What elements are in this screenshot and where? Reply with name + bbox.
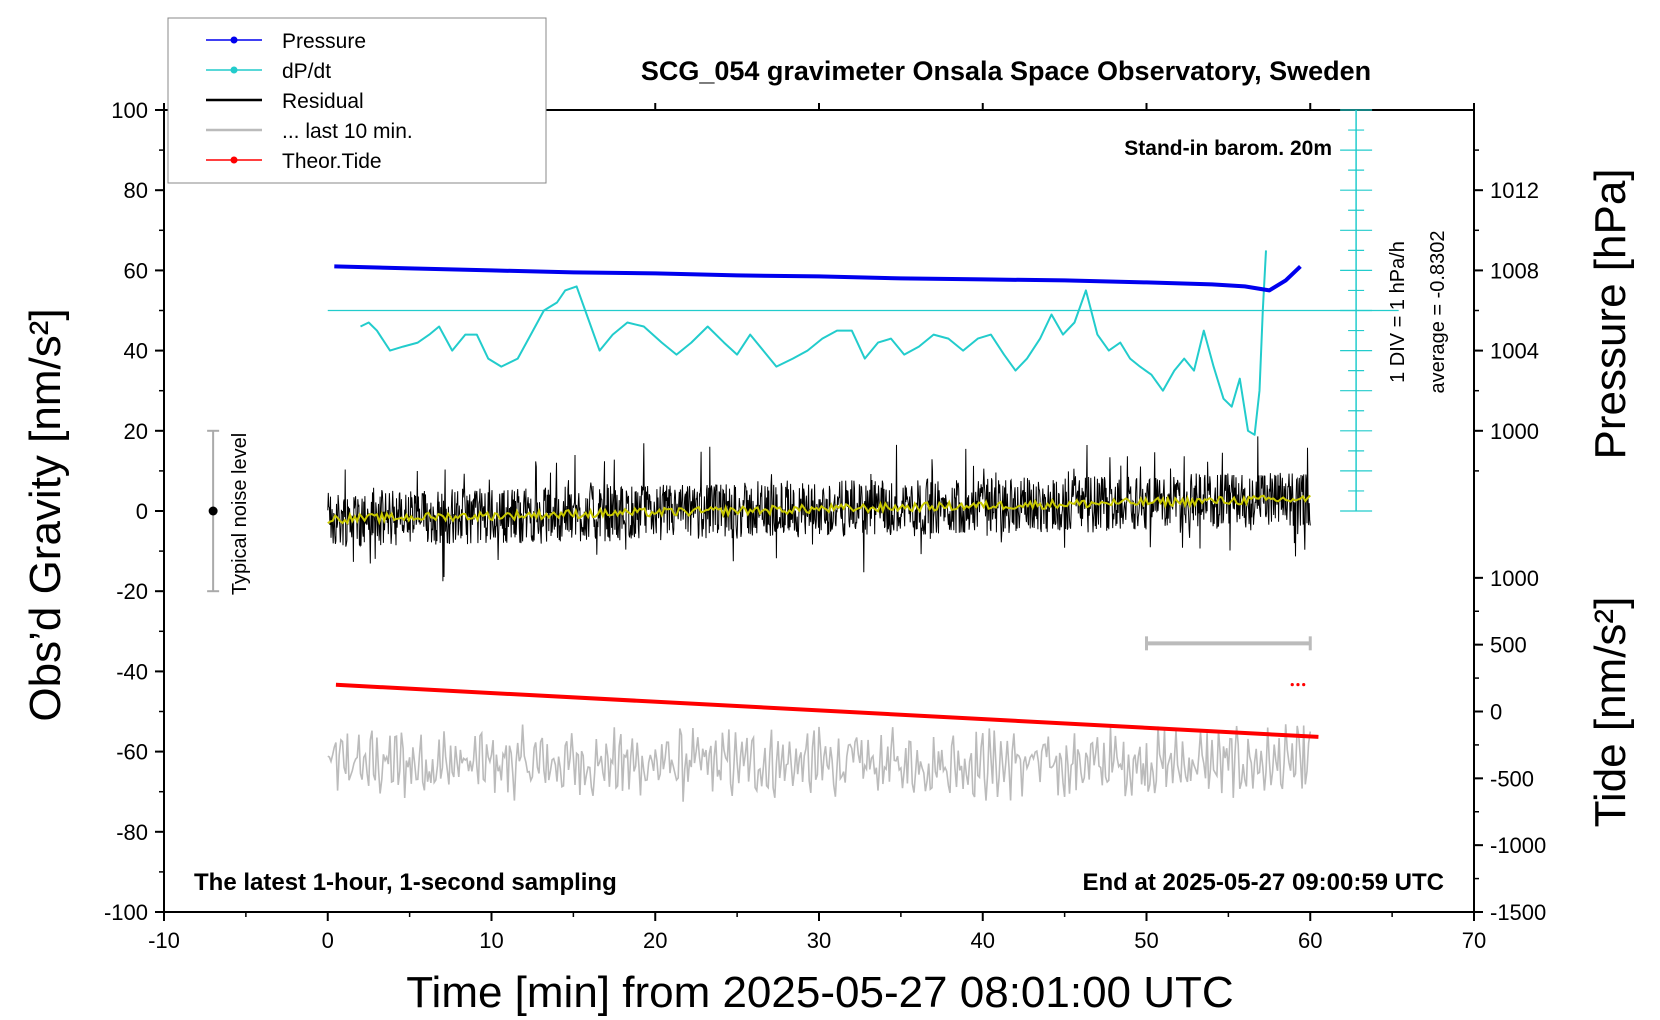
pressure-tick-label: 1004 bbox=[1490, 339, 1539, 364]
tide-tick-label: 0 bbox=[1490, 700, 1502, 725]
y-axis-label-left: Obs’d Gravity [nm/s²] bbox=[21, 308, 70, 721]
residual-smoothed-line bbox=[327, 494, 1311, 526]
legend-pressure-label: Pressure bbox=[282, 30, 366, 53]
noise-label: Typical noise level bbox=[229, 433, 251, 595]
x-tick-label: 50 bbox=[1134, 928, 1158, 953]
y-axis-label-tide: Tide [nm/s²] bbox=[1586, 597, 1635, 828]
legend-dpdt-marker bbox=[230, 66, 238, 74]
x-tick-label: 70 bbox=[1462, 928, 1486, 953]
y-tick-label: -100 bbox=[104, 900, 148, 925]
last10-series-line bbox=[327, 724, 1312, 802]
series-layer bbox=[327, 250, 1319, 802]
tide-marker bbox=[1290, 683, 1294, 687]
chart-title: SCG_054 gravimeter Onsala Space Observat… bbox=[641, 56, 1371, 86]
y-tick-label: 20 bbox=[124, 419, 148, 444]
average-note: average = -0.8302 bbox=[1427, 231, 1449, 394]
pressure-tick-label: 1008 bbox=[1490, 258, 1539, 283]
y-tick-label: 60 bbox=[124, 258, 148, 283]
tide-marker bbox=[1302, 683, 1306, 687]
tide-marker bbox=[1296, 683, 1300, 687]
x-axis-label: Time [min] from 2025-05-27 08:01:00 UTC bbox=[406, 968, 1233, 1017]
y-tick-label: -60 bbox=[116, 740, 148, 765]
bottom-right-note: End at 2025-05-27 09:00:59 UTC bbox=[1083, 869, 1445, 896]
dpdt-series-line bbox=[360, 250, 1267, 436]
legend-tide-label: Theor.Tide bbox=[282, 150, 382, 173]
y-tick-label: -40 bbox=[116, 659, 148, 684]
pressure-series-line bbox=[334, 264, 1302, 293]
y-tick-label: 100 bbox=[111, 98, 148, 123]
pressure-tick-label: 1012 bbox=[1490, 178, 1539, 203]
x-tick-label: -10 bbox=[148, 928, 180, 953]
tide-tick-label: -1000 bbox=[1490, 833, 1546, 858]
x-tick-label: 30 bbox=[807, 928, 831, 953]
tide-tick-label: -1500 bbox=[1490, 900, 1546, 925]
x-tick-label: 10 bbox=[479, 928, 503, 953]
tide-tick-label: -500 bbox=[1490, 766, 1534, 791]
pressure-tick-label: 1000 bbox=[1490, 419, 1539, 444]
tide-tick-label: 500 bbox=[1490, 633, 1527, 658]
y-tick-label: 80 bbox=[124, 178, 148, 203]
div-note: 1 DIV = 1 hPa/h bbox=[1387, 241, 1409, 383]
noise-bar-center bbox=[208, 506, 218, 516]
bottom-left-note: The latest 1-hour, 1-second sampling bbox=[194, 869, 617, 896]
x-tick-label: 0 bbox=[322, 928, 334, 953]
legend: Pressure dP/dt Residual ... last 10 min.… bbox=[167, 17, 547, 184]
barometer-note: Stand-in barom. 20m bbox=[1124, 137, 1332, 160]
y-tick-label: 0 bbox=[136, 499, 148, 524]
legend-last10-label: ... last 10 min. bbox=[282, 120, 413, 143]
y-tick-label: -20 bbox=[116, 579, 148, 604]
y-axis-label-pressure: Pressure [hPa] bbox=[1586, 168, 1635, 459]
x-tick-label: 20 bbox=[643, 928, 667, 953]
legend-pressure-marker bbox=[230, 36, 238, 44]
legend-dpdt-label: dP/dt bbox=[282, 60, 331, 83]
tide-tick-label: 1000 bbox=[1490, 566, 1539, 591]
x-tick-label: 60 bbox=[1298, 928, 1322, 953]
axis-ticks: -10 0 10 20 30 40 50 60 70100806040200-20-40-60-… bbox=[104, 98, 1546, 953]
y-tick-label: 40 bbox=[124, 339, 148, 364]
legend-residual-label: Residual bbox=[282, 90, 364, 113]
x-tick-label: 40 bbox=[971, 928, 995, 953]
y-tick-label: -80 bbox=[116, 820, 148, 845]
legend-tide-marker bbox=[230, 156, 238, 164]
tide-series-line bbox=[335, 682, 1319, 739]
